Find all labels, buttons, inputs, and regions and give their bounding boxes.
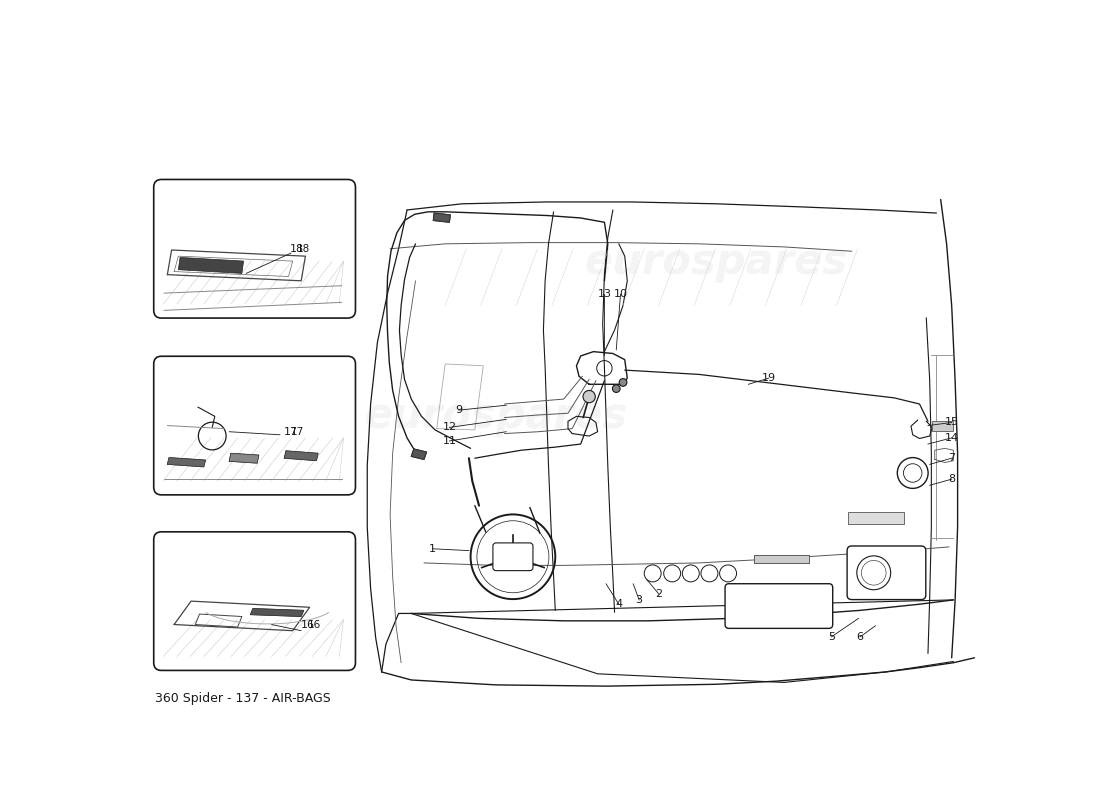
Text: 1: 1 xyxy=(429,544,436,554)
FancyBboxPatch shape xyxy=(848,512,904,524)
Text: 10: 10 xyxy=(614,290,627,299)
Text: 3: 3 xyxy=(636,595,642,605)
Text: 18: 18 xyxy=(290,244,304,254)
Polygon shape xyxy=(178,258,243,274)
Text: 2: 2 xyxy=(656,589,662,598)
Polygon shape xyxy=(167,458,206,467)
FancyBboxPatch shape xyxy=(154,179,355,318)
Text: 8: 8 xyxy=(948,474,955,484)
Text: 4: 4 xyxy=(615,599,623,610)
Text: 9: 9 xyxy=(455,405,462,415)
Circle shape xyxy=(503,546,524,567)
Text: 11: 11 xyxy=(442,436,456,446)
FancyBboxPatch shape xyxy=(847,546,926,599)
Text: 18: 18 xyxy=(297,244,310,254)
Circle shape xyxy=(583,390,595,402)
FancyBboxPatch shape xyxy=(725,584,833,628)
Text: 16: 16 xyxy=(308,619,321,630)
Polygon shape xyxy=(284,451,318,461)
Text: 12: 12 xyxy=(442,422,456,433)
Text: eurospares: eurospares xyxy=(364,395,628,438)
Text: 15: 15 xyxy=(945,418,959,427)
Text: 5: 5 xyxy=(828,632,835,642)
Polygon shape xyxy=(229,454,258,463)
FancyBboxPatch shape xyxy=(154,356,355,495)
FancyBboxPatch shape xyxy=(154,532,355,670)
Circle shape xyxy=(613,385,620,393)
Polygon shape xyxy=(411,449,427,459)
Text: eurospares: eurospares xyxy=(584,242,848,283)
Text: 360 Spider - 137 - AIR-BAGS: 360 Spider - 137 - AIR-BAGS xyxy=(155,692,331,706)
Text: 13: 13 xyxy=(597,290,612,299)
Text: 14: 14 xyxy=(945,433,959,443)
Text: 6: 6 xyxy=(857,632,864,642)
FancyBboxPatch shape xyxy=(493,543,534,570)
Text: 16: 16 xyxy=(301,619,315,630)
Text: 7: 7 xyxy=(948,454,955,463)
Text: 17: 17 xyxy=(292,426,305,437)
FancyBboxPatch shape xyxy=(933,421,954,431)
Text: 19: 19 xyxy=(761,373,776,383)
Circle shape xyxy=(619,378,627,386)
Polygon shape xyxy=(755,555,810,563)
Text: 17: 17 xyxy=(284,426,298,437)
Polygon shape xyxy=(433,213,450,222)
Polygon shape xyxy=(251,609,304,617)
